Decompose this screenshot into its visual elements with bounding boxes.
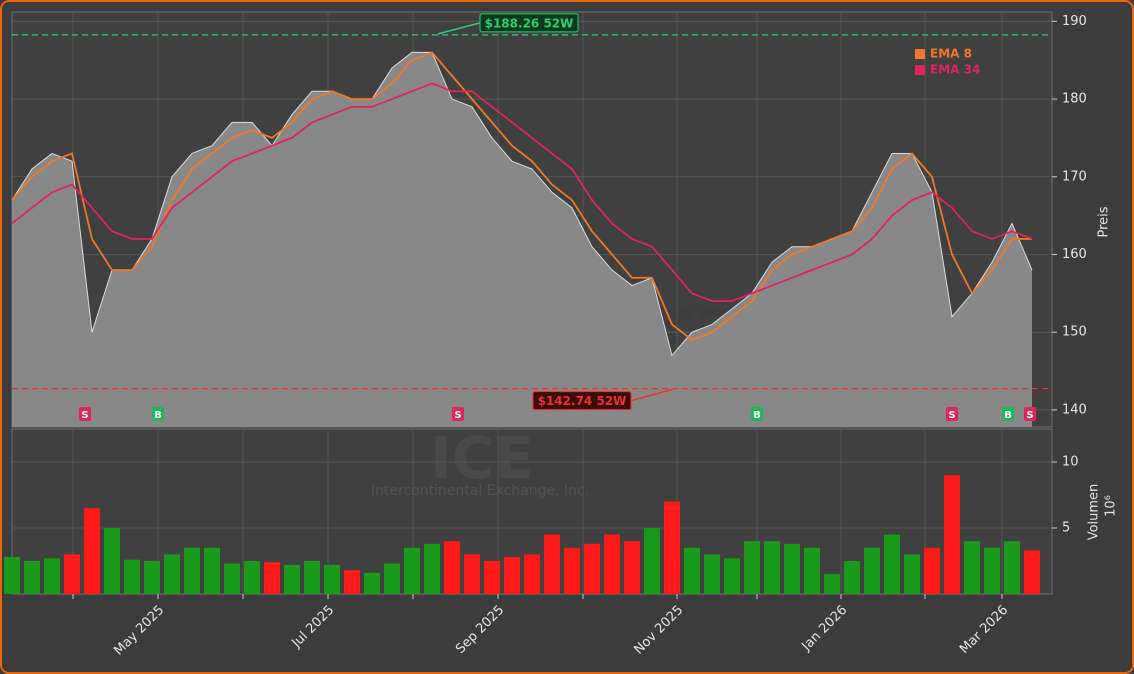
legend-swatch [915,65,925,75]
y-tick-label: 160 [1062,247,1087,262]
annotation-label: $188.26 52W [485,16,574,30]
y-tick-label: 140 [1062,402,1087,417]
volume-bar [1004,541,1020,594]
volume-bar [304,561,320,594]
ema-line [11,51,1032,341]
volume-bar [724,558,740,594]
signal-label: S [948,410,955,421]
volume-bar [124,559,140,594]
volume-bar [44,558,60,594]
volume-bar [884,534,900,594]
y-tick-label: 5 [1062,521,1070,536]
volume-bar [324,564,340,594]
volume-bar [104,528,120,594]
volume-bar [1024,550,1040,594]
y-tick-label: 150 [1062,325,1087,340]
volume-bar [764,541,780,594]
price-line [11,51,1033,357]
volume-bar [4,557,20,594]
y-axis-unit: 10⁶ [1104,495,1119,517]
volume-bar [804,547,820,594]
volume-bar [944,475,960,594]
volume-bar [404,547,420,594]
volume-bar [964,541,980,594]
volume-bar [744,541,760,594]
ema-line [11,82,1033,303]
volume-bar [424,543,440,594]
volume-bar [144,561,160,594]
annotation-box [532,391,632,411]
volume-bar [364,572,380,594]
signal-label: B [753,410,761,421]
volume-bar [164,554,180,594]
volume-bar [264,562,280,594]
volume-bar [484,561,500,594]
y-tick-label: 190 [1062,14,1087,29]
volume-bar [564,547,580,594]
volume-bar [24,561,40,594]
volume-bar [864,547,880,594]
volume-bar [504,557,520,594]
annotation-arrow [437,22,481,35]
signal-marker [79,407,91,421]
volume-bar [704,554,720,594]
y-axis-label: Volumen [1087,484,1102,541]
volume-bar [184,547,200,594]
legend-swatch [915,49,925,59]
volume-bar [584,543,600,594]
signal-marker [1002,407,1014,421]
annotation-label: $142.74 52W [538,394,627,408]
y-tick-label: 170 [1062,169,1087,184]
volume-bar [844,561,860,594]
volume-bar [604,534,620,594]
volume-bar [644,528,660,594]
signal-marker [452,407,464,421]
signal-label: S [1026,410,1033,421]
signal-marker [751,407,763,421]
volume-bar [284,564,300,594]
y-tick-label: 180 [1062,92,1087,107]
volume-bar [444,541,460,594]
volume-bar [664,501,680,594]
signal-label: S [454,410,461,421]
legend-label: EMA 34 [930,63,980,77]
volume-bar [344,570,360,594]
volume-bar [624,541,640,594]
volume-bar [204,547,220,594]
signal-marker [1024,407,1036,421]
y-axis-label: Preis [1097,206,1112,237]
signal-marker [946,407,958,421]
watermark-subtitle: Intercontinental Exchange, Inc. [371,483,589,499]
volume-bar [244,561,260,594]
volume-bar [64,554,80,594]
volume-bar [924,547,940,594]
volume-bar [84,508,100,594]
legend-label: EMA 8 [930,47,972,61]
volume-bar [224,563,240,594]
volume-bar [524,554,540,594]
signal-label: B [154,410,162,421]
volume-bar [824,574,840,594]
volume-bar [464,554,480,594]
volume-bar [904,554,920,594]
annotation-box [479,13,579,33]
y-tick-label: 10 [1062,455,1079,470]
volume-bar [984,547,1000,594]
watermark-title: ICE [430,424,534,492]
signal-marker [152,407,164,421]
signal-label: S [81,410,88,421]
volume-bar [784,543,800,594]
volume-bar [684,547,700,594]
signal-label: B [1004,410,1012,421]
volume-bar [544,534,560,594]
annotation-arrow [630,388,673,402]
price-area [12,52,1032,427]
volume-bar [384,563,400,594]
